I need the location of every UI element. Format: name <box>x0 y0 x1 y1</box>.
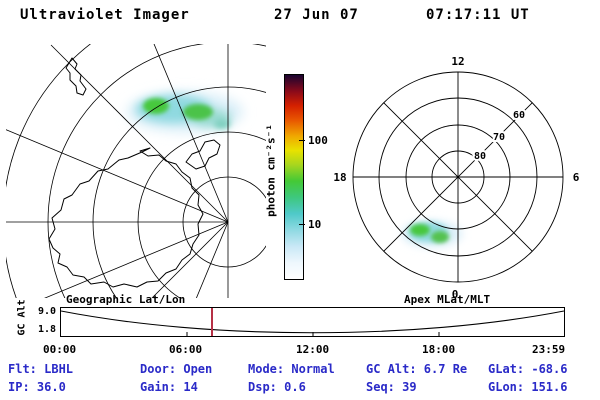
gc-alt-curve <box>61 310 564 334</box>
xtick-2359: 23:59 <box>532 343 566 356</box>
aurora-patch-apex <box>402 221 462 247</box>
colorbar-tick-100: 100 <box>308 134 328 147</box>
coastline <box>48 57 221 288</box>
status-gc-alt: GC Alt: 6.7 Re <box>366 362 468 376</box>
app-title: Ultraviolet Imager <box>20 7 190 23</box>
strip-axis-ticks <box>186 332 440 336</box>
mlat-ring-label-60: 60 <box>513 110 525 121</box>
mlat-ring-label-70: 70 <box>493 132 505 143</box>
colorbar-gradient <box>284 74 304 280</box>
colorbar-tickmark-100 <box>299 140 305 141</box>
mlt-label-6: 6 <box>573 171 580 184</box>
status-flt: Flt: LBHL <box>8 362 74 376</box>
apex-grid <box>352 71 564 283</box>
xtick-0000: 00:00 <box>43 343 77 356</box>
geo-grid <box>6 44 266 298</box>
mlat-ring-label-80: 80 <box>474 151 486 162</box>
colorbar-label: photon cm⁻²s⁻¹ <box>264 124 278 217</box>
xtick-0600: 06:00 <box>169 343 203 356</box>
status-dsp: Dsp: 0.6 <box>248 380 306 394</box>
mlt-label-18: 18 <box>333 171 346 184</box>
status-ip: IP: 36.0 <box>8 380 66 394</box>
geo-caption: Geographic Lat/Lon <box>66 293 186 306</box>
xtick-1800: 18:00 <box>422 343 456 356</box>
gc-alt-chart <box>60 307 565 337</box>
status-gain: Gain: 14 <box>140 380 198 394</box>
mlt-label-0: 0 <box>452 288 459 301</box>
xtick-1200: 12:00 <box>296 343 330 356</box>
apex-caption: Apex MLat/MLT <box>404 293 491 306</box>
status-glat: GLat: -68.6 <box>488 362 568 376</box>
gc-alt-ytick-bottom: 1.8 <box>37 324 56 335</box>
aurora-patch-geo <box>127 92 243 132</box>
geo-map <box>6 44 266 298</box>
mlt-label-12: 12 <box>451 55 464 68</box>
colorbar-tick-10: 10 <box>308 218 322 231</box>
status-glon: GLon: 151.6 <box>488 380 568 394</box>
apex-plot: 12 18 6 0 60 70 80 <box>333 55 580 301</box>
colorbar-tickmark-10 <box>299 224 305 225</box>
current-time-marker <box>211 308 213 336</box>
observation-time: 07:17:11 UT <box>426 7 530 23</box>
observation-date: 27 Jun 07 <box>274 7 359 23</box>
gc-alt-ylabel: GC Alt <box>16 299 28 336</box>
gc-alt-curve-canvas <box>61 310 564 336</box>
status-seq: Seq: 39 <box>366 380 417 394</box>
status-mode: Mode: Normal <box>248 362 335 376</box>
status-door: Door: Open <box>140 362 213 376</box>
gc-alt-ytick-top: 9.0 <box>37 306 56 317</box>
